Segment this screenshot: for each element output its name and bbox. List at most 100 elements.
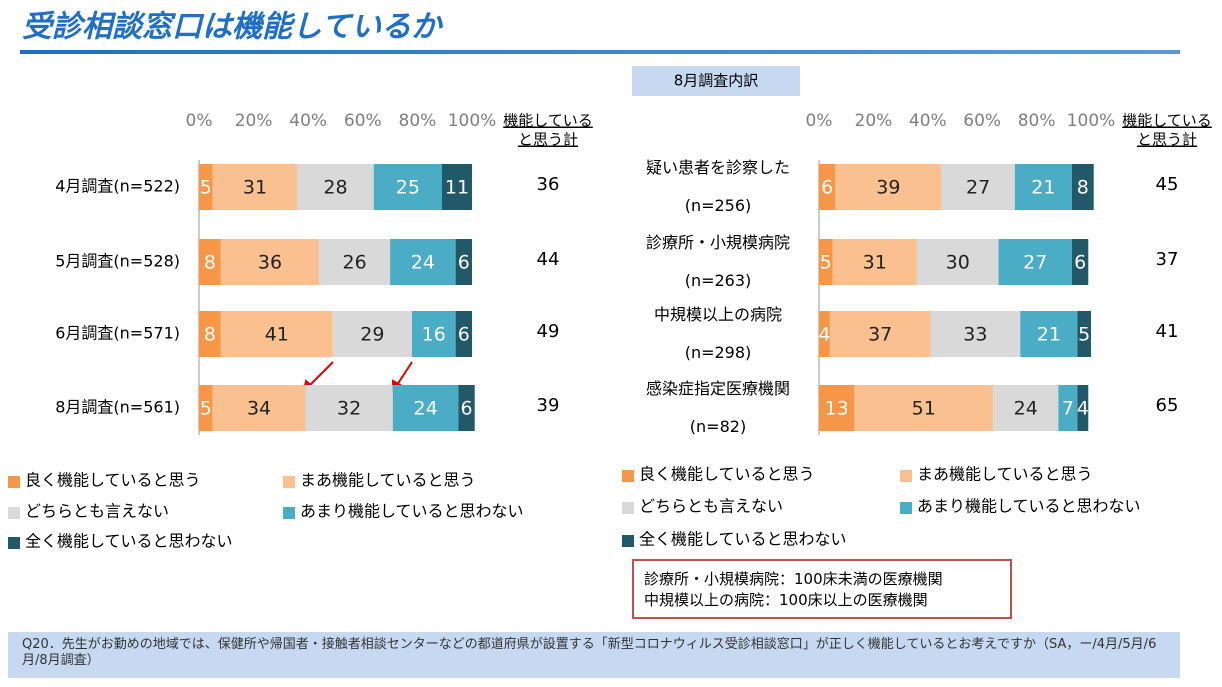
value-label: 31 xyxy=(863,252,887,274)
x-tick-label: 80% xyxy=(1018,111,1056,131)
bar-segment xyxy=(390,239,456,285)
value-label: 25 xyxy=(396,177,420,199)
value-label: 30 xyxy=(946,252,970,274)
x-tick-label: 40% xyxy=(909,111,947,131)
total-header: と思う計 xyxy=(1137,131,1197,149)
bar-segment xyxy=(819,311,830,357)
legend-swatch xyxy=(900,470,912,482)
x-tick-label: 60% xyxy=(344,111,382,131)
legend-swatch xyxy=(622,502,634,514)
bar-segment xyxy=(998,239,1072,285)
bar-segment xyxy=(1058,385,1078,431)
value-label: 8 xyxy=(204,252,216,274)
value-label: 4 xyxy=(1077,398,1089,420)
bar-segment xyxy=(1014,164,1072,210)
note-line: 診療所・小規模病院：100床未満の医療機関 xyxy=(644,570,943,588)
value-label: 24 xyxy=(1014,398,1038,420)
footer: Q20．先生がお勤めの地域では、保健所や帰国者・接触者相談センターなどの都道府県… xyxy=(8,632,1180,678)
legend-swatch xyxy=(8,476,20,488)
legend-swatch xyxy=(622,535,634,547)
legend-label: 全く機能していると思わない xyxy=(639,530,847,549)
value-label: 39 xyxy=(876,177,900,199)
note-line: 中規模以上の病院：100床以上の医療機関 xyxy=(644,591,928,609)
value-label: 16 xyxy=(422,324,446,346)
x-tick-label: 0% xyxy=(806,111,833,131)
value-label: 11 xyxy=(445,177,469,199)
bar-segment xyxy=(332,311,412,357)
value-label: 21 xyxy=(1037,324,1061,346)
bar-segment xyxy=(220,239,320,285)
bar-segment xyxy=(1071,164,1094,210)
total-value: 39 xyxy=(537,395,560,416)
bar-segment xyxy=(832,239,917,285)
value-label: 37 xyxy=(868,324,892,346)
bar-segment xyxy=(305,385,393,431)
bar-segment xyxy=(455,311,472,357)
value-label: 6 xyxy=(458,324,470,346)
bar-segment xyxy=(220,311,333,357)
bar-segment xyxy=(199,164,213,210)
value-label: 41 xyxy=(265,324,289,346)
bar-segment xyxy=(199,385,213,431)
legend-swatch xyxy=(283,507,295,519)
value-label: 5 xyxy=(1078,324,1090,346)
total-value: 45 xyxy=(1156,174,1179,195)
category-label: 中規模以上の病院(n=298) xyxy=(654,305,782,362)
value-label: 6 xyxy=(458,252,470,274)
value-label: 5 xyxy=(820,252,832,274)
bar-segment xyxy=(199,311,221,357)
category-label: 8月調査(n=561) xyxy=(55,398,180,417)
legend-swatch xyxy=(283,476,295,488)
value-label: 8 xyxy=(1077,177,1089,199)
category-label: 診療所・小規模病院(n=263) xyxy=(646,233,790,290)
value-label: 21 xyxy=(1031,177,1055,199)
value-label: 13 xyxy=(825,398,849,420)
bar-segment xyxy=(930,311,1021,357)
total-header: 機能している xyxy=(503,112,593,130)
value-label: 31 xyxy=(243,177,267,199)
legend-label: 全く機能していると思わない xyxy=(25,532,233,551)
bar-segment xyxy=(819,239,833,285)
total-value: 41 xyxy=(1156,321,1179,342)
value-label: 5 xyxy=(200,398,212,420)
bar-segment xyxy=(916,239,999,285)
bar-segment xyxy=(392,385,459,431)
legend-label: 良く機能していると思う xyxy=(639,465,815,484)
bar-segment xyxy=(993,385,1059,431)
legend-swatch xyxy=(622,470,634,482)
legend-label: あまり機能していると思わない xyxy=(300,502,524,521)
subtitle-box xyxy=(632,66,800,96)
category-label: 5月調査(n=528) xyxy=(55,252,180,271)
legend-label: あまり機能していると思わない xyxy=(917,497,1141,516)
value-label: 29 xyxy=(360,324,384,346)
bar-segment xyxy=(1077,311,1091,357)
legend-swatch xyxy=(8,507,20,519)
total-value: 37 xyxy=(1156,249,1179,270)
value-label: 34 xyxy=(247,398,271,420)
legend-label: どちらとも言えない xyxy=(639,497,783,516)
total-header: 機能している xyxy=(1122,112,1212,130)
value-label: 8 xyxy=(204,324,216,346)
bar-segment xyxy=(458,385,475,431)
value-label: 28 xyxy=(323,177,347,199)
x-tick-label: 100% xyxy=(448,111,497,131)
x-tick-label: 20% xyxy=(235,111,273,131)
category-label: 4月調査(n=522) xyxy=(55,177,180,196)
value-label: 7 xyxy=(1062,398,1074,420)
bar-segment xyxy=(835,164,942,210)
bar-segment xyxy=(941,164,1015,210)
value-label: 6 xyxy=(460,398,472,420)
title: 受診相談窓口は機能しているか xyxy=(22,10,443,45)
legend-label: まあ機能していると思う xyxy=(300,471,476,490)
value-label: 6 xyxy=(821,177,833,199)
legend-label: まあ機能していると思う xyxy=(917,465,1093,484)
value-label: 27 xyxy=(1023,252,1047,274)
category-label: 感染症指定医療機関(n=82) xyxy=(646,379,790,436)
note: 診療所・小規模病院：100床未満の医療機関 中規模以上の病院：100床以上の医療機… xyxy=(632,559,1012,619)
bar-segment xyxy=(819,164,836,210)
category-label: 6月調査(n=571) xyxy=(55,324,180,343)
x-tick-label: 0% xyxy=(186,111,213,131)
x-tick-label: 100% xyxy=(1067,111,1116,131)
value-label: 36 xyxy=(258,252,282,274)
